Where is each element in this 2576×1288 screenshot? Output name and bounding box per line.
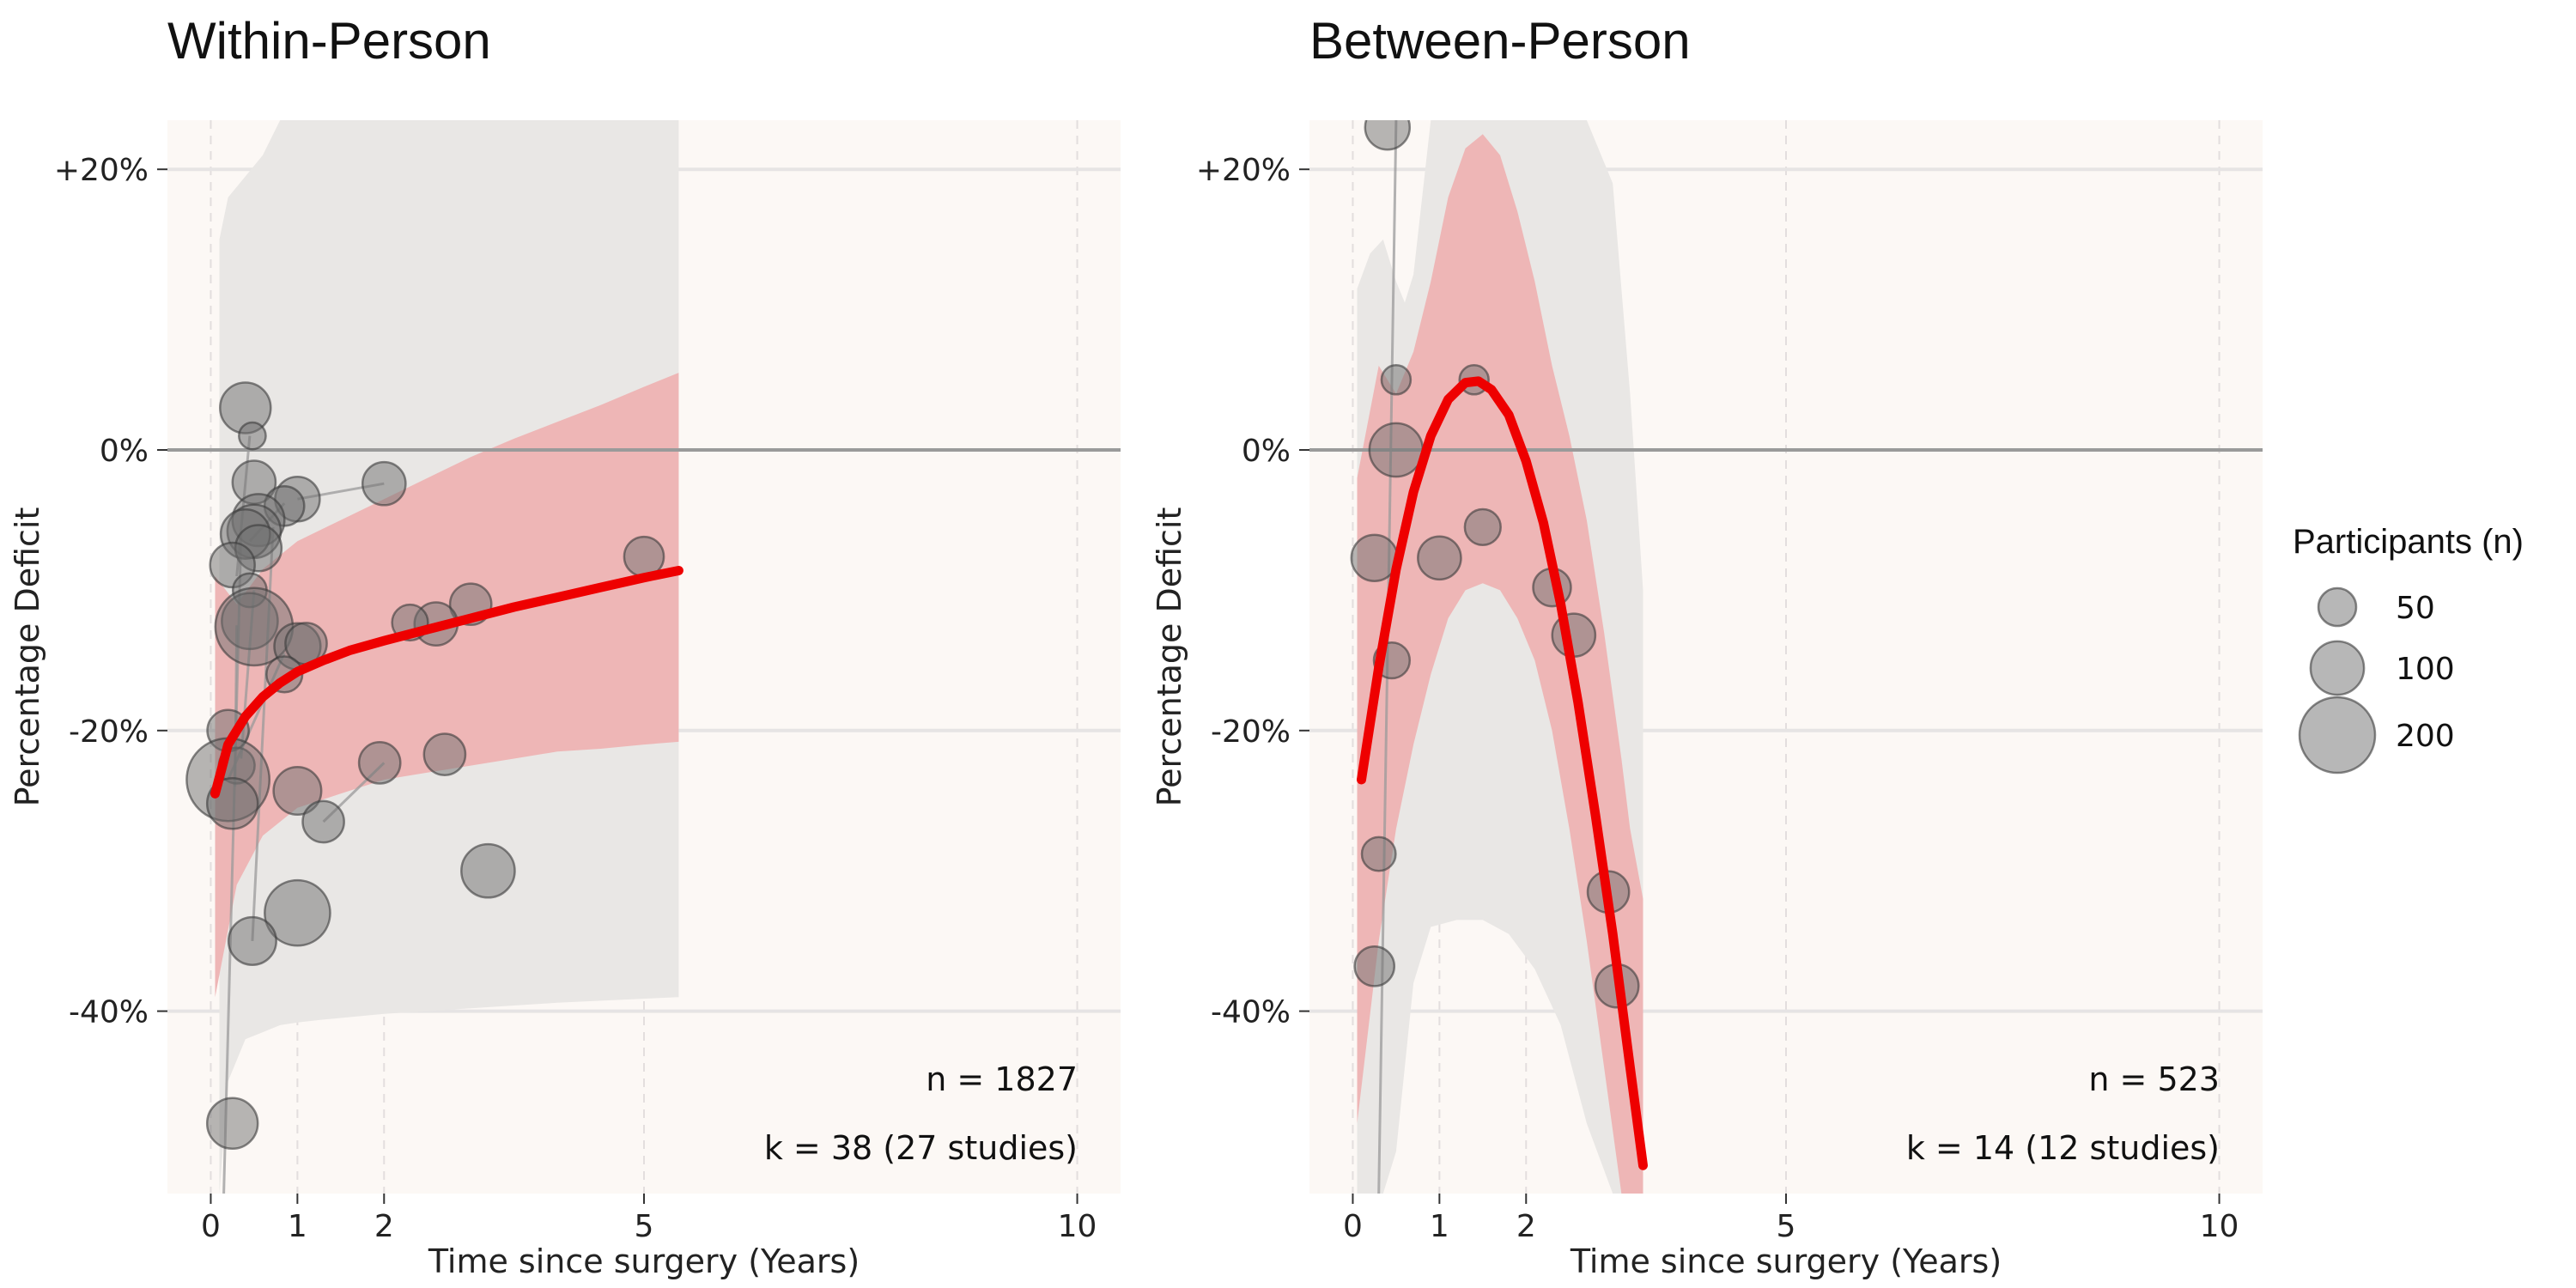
fit-line bbox=[1357, 376, 1648, 1170]
y-tick-label: 0% bbox=[1242, 434, 1291, 469]
y-tick-label: +20% bbox=[54, 153, 149, 188]
data-point bbox=[1353, 945, 1396, 987]
x-tick-label: 1 bbox=[1430, 1209, 1449, 1244]
plot-area bbox=[167, 120, 1121, 1194]
confidence-band bbox=[215, 373, 679, 998]
legend: Participants (n) 50 100 200 bbox=[2293, 523, 2524, 775]
data-point bbox=[1360, 835, 1397, 872]
annotation-n: n = 523 bbox=[2088, 1060, 2220, 1098]
data-point bbox=[227, 915, 277, 966]
legend-title: Participants (n) bbox=[2293, 523, 2524, 561]
data-point bbox=[1551, 612, 1597, 659]
data-point bbox=[264, 878, 331, 947]
x-tick-label: 2 bbox=[1516, 1209, 1536, 1244]
annotation-k: k = 14 (12 studies) bbox=[1906, 1129, 2220, 1167]
data-point bbox=[1417, 535, 1462, 581]
data-point bbox=[361, 460, 407, 507]
x-tick-label: 10 bbox=[1058, 1209, 1097, 1244]
data-point bbox=[1368, 422, 1425, 478]
data-point bbox=[205, 1097, 259, 1151]
data-point bbox=[1364, 120, 1412, 151]
panel-between-person: Between-Person +20% 0% -20% -40% 0 1 2 5 10 Time s… bbox=[1151, 12, 2263, 1280]
annotation-k: k = 38 (27 studies) bbox=[764, 1129, 1078, 1167]
y-axis-title: Percentage Deficit bbox=[9, 507, 46, 807]
y-axis-title: Percentage Deficit bbox=[1151, 507, 1188, 807]
data-point bbox=[460, 842, 516, 899]
x-axis-title: Time since surgery (Years) bbox=[1570, 1242, 2002, 1280]
y-tick-label: -20% bbox=[1211, 714, 1291, 750]
data-point bbox=[272, 765, 323, 817]
x-tick-label: 2 bbox=[374, 1209, 394, 1244]
panel-title: Within-Person bbox=[167, 12, 491, 70]
x-tick-label: 5 bbox=[635, 1209, 654, 1244]
x-tick-label: 10 bbox=[2200, 1209, 2239, 1244]
legend-key bbox=[2298, 696, 2377, 775]
data-point bbox=[422, 732, 467, 776]
legend-label: 50 bbox=[2396, 591, 2435, 626]
y-tick-label: -20% bbox=[69, 714, 149, 750]
y-tick-label: -40% bbox=[69, 995, 149, 1030]
legend-key bbox=[2309, 640, 2366, 696]
confidence-band bbox=[1357, 134, 1643, 1194]
x-tick-label: 1 bbox=[288, 1209, 307, 1244]
legend-label: 200 bbox=[2396, 719, 2455, 754]
x-tick-label: 5 bbox=[1777, 1209, 1796, 1244]
panel-within-person: Within-Person +20% 0% -20% -40% 0 1 2 5 10 Time si… bbox=[9, 12, 1121, 1280]
legend-label: 100 bbox=[2396, 652, 2455, 687]
data-point bbox=[357, 741, 402, 785]
fit-line bbox=[210, 566, 683, 799]
annotation-n: n = 1827 bbox=[926, 1060, 1078, 1098]
panel-title: Between-Person bbox=[1309, 12, 1691, 70]
y-tick-label: +20% bbox=[1196, 153, 1291, 188]
x-tick-label: 0 bbox=[1343, 1209, 1363, 1244]
y-tick-label: -40% bbox=[1211, 995, 1291, 1030]
data-point bbox=[301, 799, 345, 844]
data-point bbox=[1380, 364, 1413, 396]
y-tick-label: 0% bbox=[100, 434, 149, 469]
data-point bbox=[1463, 507, 1502, 547]
plot-area bbox=[1309, 120, 2263, 1194]
x-axis-title: Time since surgery (Years) bbox=[428, 1242, 860, 1280]
legend-key bbox=[2317, 586, 2358, 628]
x-tick-label: 0 bbox=[201, 1209, 221, 1244]
data-point bbox=[238, 421, 267, 451]
